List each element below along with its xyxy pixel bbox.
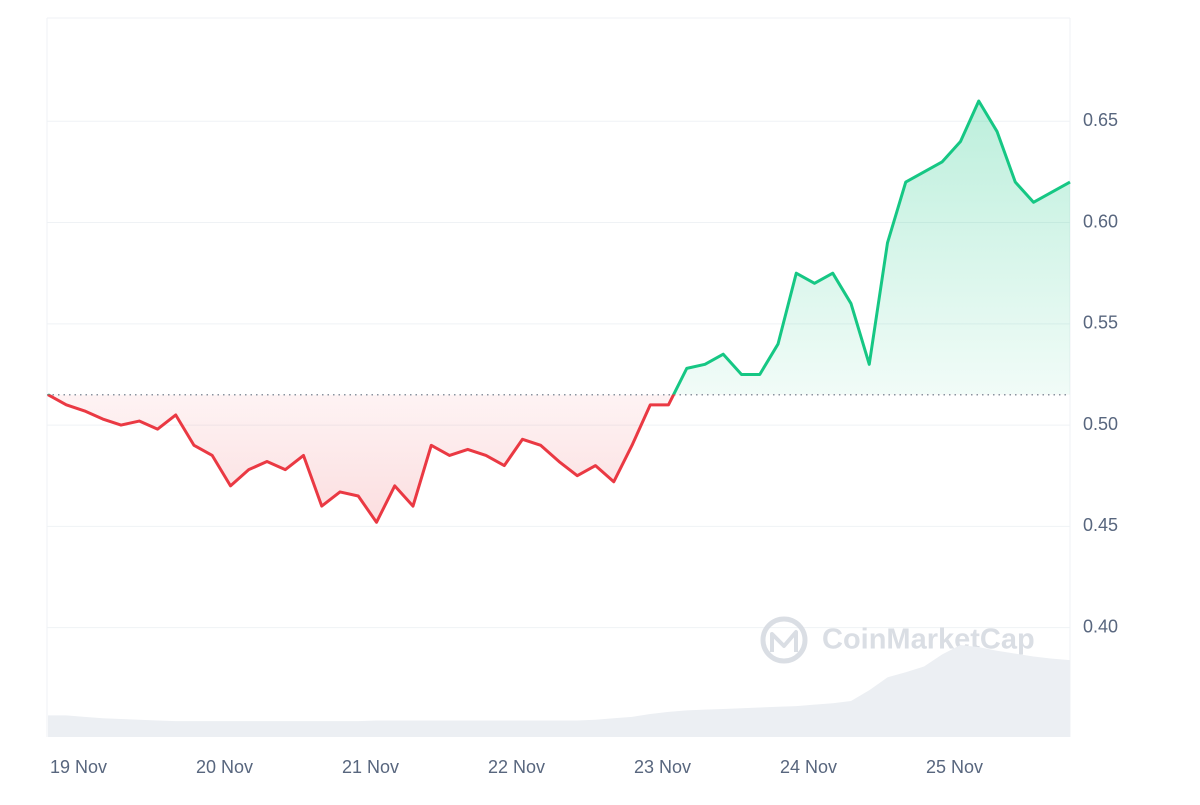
x-tick-label: 23 Nov bbox=[634, 757, 691, 777]
y-tick-label: 0.55 bbox=[1083, 313, 1118, 333]
price-line bbox=[47, 99, 1071, 524]
x-tick-label: 24 Nov bbox=[780, 757, 837, 777]
x-tick-label: 22 Nov bbox=[488, 757, 545, 777]
y-tick-label: 0.45 bbox=[1083, 515, 1118, 535]
watermark: CoinMarketCap bbox=[760, 616, 1035, 664]
x-tick-label: 25 Nov bbox=[926, 757, 983, 777]
volume-area bbox=[48, 644, 1070, 737]
y-tick-label: 0.40 bbox=[1083, 616, 1118, 636]
watermark-logo bbox=[760, 616, 808, 664]
watermark-text: CoinMarketCap bbox=[822, 624, 1035, 656]
y-tick-label: 0.60 bbox=[1083, 211, 1118, 231]
y-tick-label: 0.65 bbox=[1083, 110, 1118, 130]
watermark-logo bbox=[770, 630, 798, 652]
y-tick-label: 0.50 bbox=[1083, 414, 1118, 434]
x-tick-label: 20 Nov bbox=[196, 757, 253, 777]
price-area bbox=[48, 101, 1070, 523]
x-tick-label: 21 Nov bbox=[342, 757, 399, 777]
x-tick-label: 19 Nov bbox=[50, 757, 107, 777]
